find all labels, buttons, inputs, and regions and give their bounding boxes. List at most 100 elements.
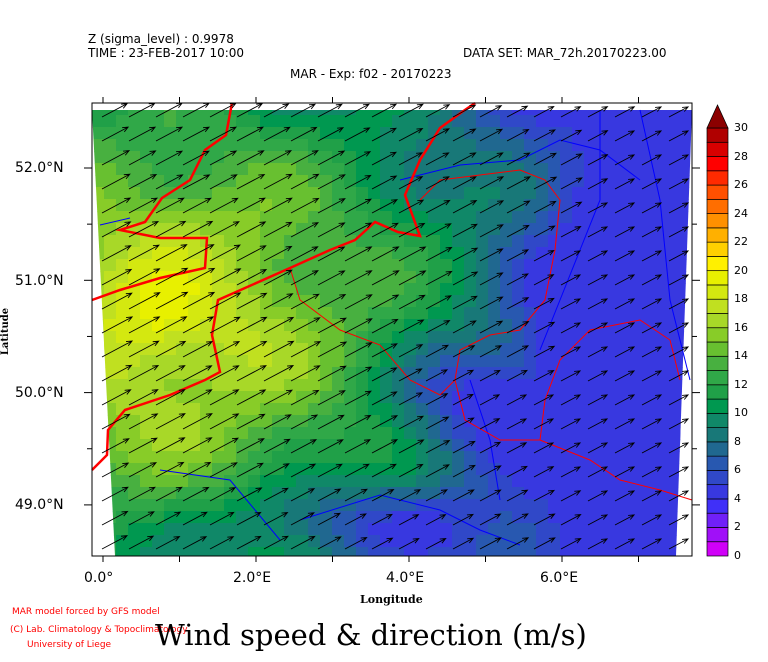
speed-cell: [428, 295, 441, 308]
speed-cell: [332, 115, 345, 128]
colorbar-band: [706, 384, 729, 400]
wind-arrow: [452, 128, 477, 142]
speed-cell: [308, 187, 321, 200]
speed-cell: [560, 235, 573, 248]
speed-cell: [656, 163, 669, 176]
speed-cell: [128, 151, 141, 164]
speed-cell: [104, 199, 117, 212]
speed-cell: [512, 163, 525, 176]
colorbar-band: [706, 313, 729, 329]
y-tick-label: 51.0°N: [15, 273, 64, 289]
speed-cell: [488, 451, 501, 464]
speed-cell: [632, 355, 645, 368]
speed-cell: [392, 139, 405, 152]
wind-arrow: [209, 268, 242, 286]
speed-cell: [368, 235, 381, 248]
wind-arrow: [128, 221, 160, 238]
speed-cell: [584, 379, 597, 392]
speed-cell: [656, 295, 669, 308]
speed-cell: [212, 127, 225, 140]
speed-cell: [320, 110, 333, 116]
speed-cell: [560, 403, 573, 416]
speed-cell: [224, 139, 237, 152]
speed-cell: [536, 139, 549, 152]
speed-cell: [644, 247, 657, 260]
speed-cell: [536, 319, 549, 332]
speed-cell: [332, 307, 345, 320]
speed-cell: [176, 427, 189, 440]
speed-cell: [632, 367, 645, 380]
speed-cell: [128, 535, 141, 548]
speed-cell: [440, 511, 453, 524]
wind-arrow: [263, 365, 295, 382]
speed-cell: [608, 367, 621, 380]
speed-cell: [308, 355, 321, 368]
speed-cell: [476, 115, 489, 128]
speed-cell: [320, 175, 333, 188]
wind-arrow: [263, 487, 289, 502]
wind-arrow: [371, 367, 398, 382]
colorbar-band: [706, 170, 729, 186]
speed-cell: [284, 355, 297, 368]
wind-arrow: [560, 394, 582, 406]
speed-cell: [596, 283, 609, 296]
speed-cell: [260, 259, 273, 272]
wind-arrow: [182, 150, 210, 166]
speed-cell: [140, 463, 153, 476]
speed-cell: [320, 427, 333, 440]
speed-cell: [380, 355, 393, 368]
speed-cell: [416, 283, 429, 296]
speed-cell: [332, 487, 345, 500]
wind-arrow: [101, 413, 131, 430]
wind-arrow: [371, 175, 398, 190]
wind-arrow: [128, 340, 160, 358]
speed-cell: [416, 535, 429, 548]
speed-cell: [464, 139, 477, 152]
speed-cell: [212, 187, 225, 200]
speed-cell: [128, 187, 141, 200]
wind-arrow: [209, 221, 240, 238]
wind-arrow: [101, 316, 134, 334]
speed-cell: [548, 463, 561, 476]
speed-cell: [488, 139, 501, 152]
speed-cell: [632, 110, 645, 116]
wind-arrow: [560, 298, 582, 310]
river-line: [539, 110, 601, 351]
speed-cell: [164, 523, 177, 536]
speed-cell: [416, 511, 429, 524]
speed-cell: [344, 283, 357, 296]
speed-cell: [344, 367, 357, 380]
speed-cell: [248, 367, 261, 380]
speed-cell: [284, 319, 297, 332]
wind-arrow: [614, 178, 636, 190]
speed-cell: [140, 415, 153, 428]
speed-cell: [236, 403, 249, 416]
speed-cell: [668, 343, 681, 356]
speed-cell: [476, 307, 489, 320]
speed-cell: [596, 523, 609, 536]
y-tick-label: 52.0°N: [15, 160, 64, 176]
speed-cell: [536, 547, 549, 556]
speed-cell: [284, 451, 297, 464]
speed-cell: [632, 307, 645, 320]
speed-cell: [332, 379, 345, 392]
speed-cell: [500, 547, 513, 556]
speed-cell: [176, 499, 189, 512]
speed-cell: [644, 451, 657, 464]
speed-cell: [320, 463, 333, 476]
wind-arrow: [209, 462, 238, 478]
speed-cell: [200, 283, 213, 296]
speed-cell: [272, 259, 285, 272]
speed-cell: [368, 403, 381, 416]
speed-cell: [548, 115, 561, 128]
speed-cell: [368, 415, 381, 428]
speed-cell: [368, 295, 381, 308]
colorbar-band: [706, 327, 729, 343]
speed-cell: [284, 475, 297, 488]
speed-cell: [536, 307, 549, 320]
speed-cell: [296, 211, 309, 224]
wind-arrow: [236, 268, 268, 286]
speed-cell: [284, 307, 297, 320]
speed-cell: [140, 523, 153, 536]
wind-arrow: [182, 267, 216, 286]
